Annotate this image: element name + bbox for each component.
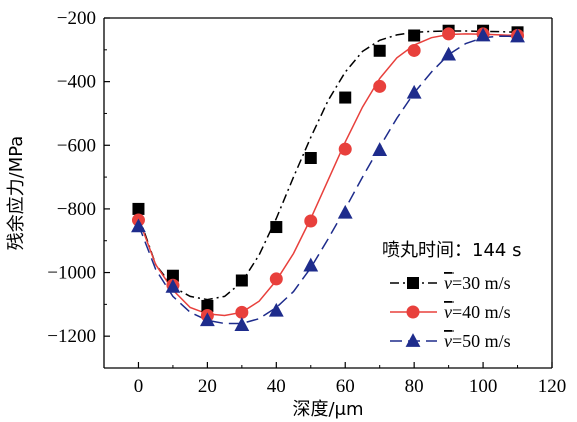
data-point-triangle [372, 142, 388, 156]
data-point-circle [269, 272, 283, 286]
y-tick-label: −1200 [47, 326, 96, 347]
data-point-triangle [510, 28, 525, 43]
data-point-triangle [337, 204, 353, 219]
x-axis-title: 深度/μm [292, 399, 363, 420]
data-point-square [339, 91, 352, 104]
axis-ticks: 0 20 40 60 80 100 120 −200 −400 −600 −800 −1000 −120… [47, 8, 566, 397]
data-point-square [373, 44, 386, 57]
legend-value: =40 m/s [452, 302, 511, 322]
data-point-circle [338, 142, 352, 156]
data-point-circle [407, 43, 421, 57]
data-point-triangle [131, 218, 146, 233]
data-point-square [132, 202, 145, 215]
data-point-square [408, 29, 421, 42]
x-tick-label: 80 [405, 376, 424, 397]
legend-value: =50 m/s [452, 331, 511, 351]
legend-variable: v [444, 302, 452, 322]
y-tick-label: −600 [57, 135, 96, 156]
data-point-triangle [406, 84, 422, 99]
y-tick-label: −200 [57, 8, 96, 29]
data-point-square [166, 269, 179, 282]
legend-variable: v [444, 331, 452, 351]
x-tick-label: 100 [469, 376, 498, 397]
data-point-triangle [303, 257, 319, 272]
data-point-circle [373, 79, 387, 93]
data-point-triangle [234, 317, 250, 331]
y-tick-label: −400 [57, 72, 96, 93]
legend-value: =30 m/s [452, 273, 511, 293]
y-tick-label: −800 [57, 199, 96, 220]
data-point-triangle [475, 27, 491, 42]
data-point-square [235, 274, 248, 287]
legend-label: v=50 m/s [444, 331, 511, 351]
data-point-square [407, 277, 419, 289]
legend: 喷丸时间：144 s v=30 m/sv=40 m/sv=50 m/s [382, 240, 521, 351]
data-point-square [270, 221, 283, 234]
x-tick-label: 20 [198, 376, 217, 397]
data-point-triangle [405, 333, 421, 347]
plot-frame [103, 17, 553, 369]
data-markers [131, 24, 525, 331]
data-point-triangle [165, 278, 181, 293]
data-point-circle [442, 27, 456, 41]
data-point-square [201, 299, 214, 312]
data-point-circle [406, 305, 420, 319]
data-point-triangle [268, 302, 284, 317]
data-point-circle [235, 305, 249, 319]
legend-label: v=40 m/s [444, 302, 511, 322]
x-tick-label: 60 [336, 376, 355, 397]
data-point-square [304, 152, 317, 164]
data-point-triangle [441, 46, 457, 61]
legend-label: v=30 m/s [444, 273, 511, 293]
y-tick-label: −1000 [47, 263, 96, 284]
data-point-triangle [199, 312, 215, 327]
legend-variable: v [444, 273, 452, 293]
x-tick-label: 40 [267, 376, 286, 397]
data-point-circle [304, 214, 318, 228]
x-tick-label: 0 [134, 376, 144, 397]
x-tick-label: 120 [538, 376, 567, 397]
y-axis-title: 残余应力/MPa [6, 136, 27, 251]
legend-title: 喷丸时间：144 s [382, 240, 521, 261]
